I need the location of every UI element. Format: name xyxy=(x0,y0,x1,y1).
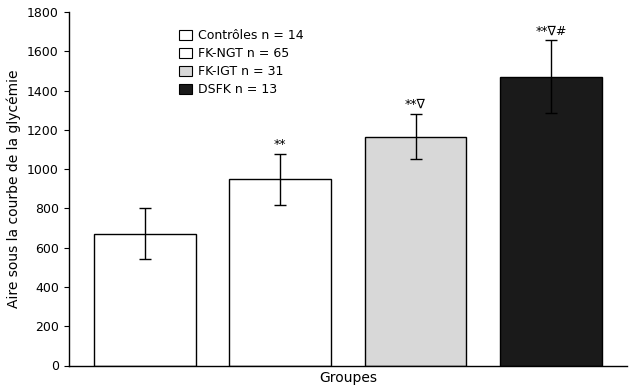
Bar xyxy=(500,77,602,365)
X-axis label: Groupes: Groupes xyxy=(319,371,377,385)
Bar xyxy=(94,234,195,365)
Y-axis label: Aire sous la courbe de la glycémie: Aire sous la courbe de la glycémie xyxy=(7,69,22,308)
Text: **: ** xyxy=(274,138,287,151)
Text: **∇: **∇ xyxy=(405,98,426,111)
Text: **∇#: **∇# xyxy=(535,24,567,38)
Bar xyxy=(230,179,331,365)
Legend: Contrôles n = 14, FK-NGT n = 65, FK-IGT n = 31, DSFK n = 13: Contrôles n = 14, FK-NGT n = 65, FK-IGT … xyxy=(176,25,307,100)
Bar xyxy=(365,137,466,365)
